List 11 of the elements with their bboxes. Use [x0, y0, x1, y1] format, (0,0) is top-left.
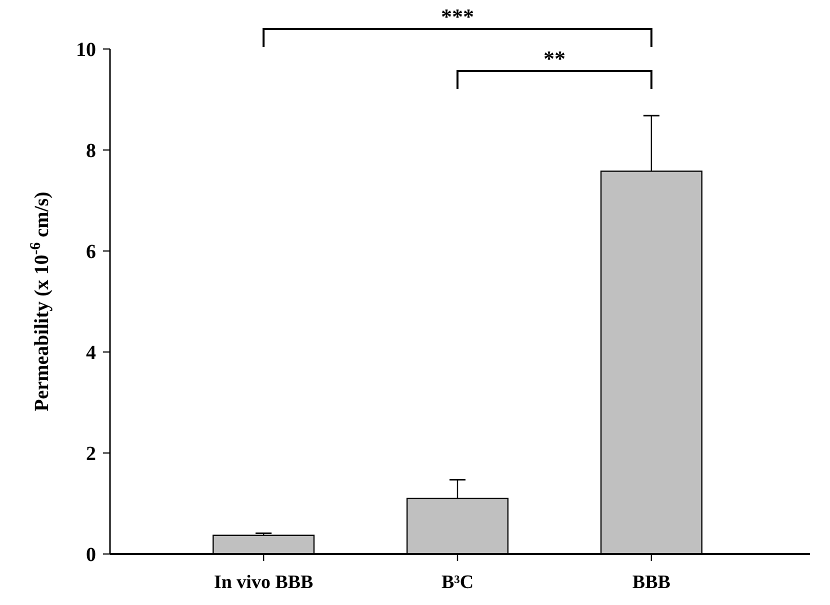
- x-tick-label: B³C: [441, 572, 474, 593]
- y-tick-label: 8: [86, 140, 96, 162]
- y-tick-label: 6: [86, 241, 96, 263]
- annotation: **: [543, 46, 566, 71]
- y-tick-label: 2: [86, 443, 96, 465]
- y-tick-label: 10: [76, 39, 96, 61]
- x-tick-label: In vivo BBB: [214, 572, 314, 593]
- y-tick-label: 4: [86, 342, 96, 364]
- y-tick-label: 0: [86, 544, 96, 566]
- x-tick-label: BBB: [632, 572, 671, 593]
- text: ***: [441, 4, 474, 29]
